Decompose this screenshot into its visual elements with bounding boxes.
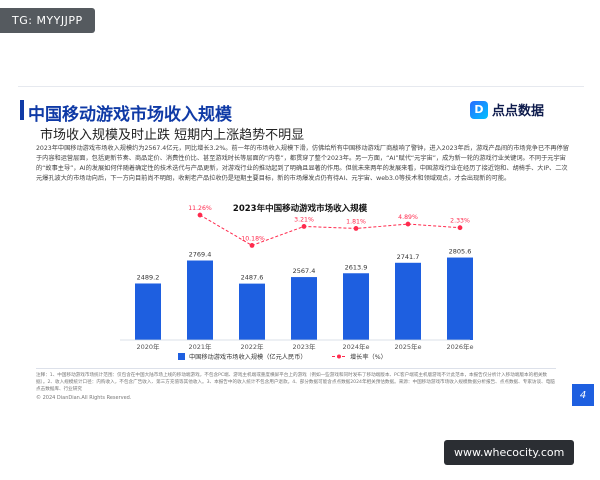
bar-value-label-2: 2487.6 bbox=[241, 274, 264, 282]
growth-label-4: 1.81% bbox=[346, 218, 366, 225]
bar-value-label-6: 2805.6 bbox=[449, 248, 472, 256]
legend-bar-label: 中国移动游戏市场收入规模（亿元人民币） bbox=[189, 353, 307, 361]
bar-value-label-3: 2567.4 bbox=[293, 267, 316, 275]
bar-value-label-5: 2741.7 bbox=[397, 253, 420, 261]
growth-point-3 bbox=[301, 224, 307, 229]
bar-3 bbox=[291, 277, 317, 340]
page-title: 中国移动游戏市场收入规模 bbox=[28, 105, 232, 125]
growth-label-1: 11.26% bbox=[188, 205, 212, 212]
bar-value-label-1: 2769.4 bbox=[189, 251, 212, 259]
x-tick-label-2: 2022年 bbox=[240, 342, 264, 351]
chart-title: 2023年中国移动游戏市场收入规模 bbox=[232, 204, 368, 214]
x-tick-label-3: 2023年 bbox=[292, 342, 316, 351]
growth-point-6 bbox=[457, 225, 463, 231]
footnotes: 注释：1、中国移动游戏市场统计范围：仅包含在中国大陆市场上线的移动端游戏，不包含… bbox=[36, 368, 556, 393]
x-tick-label-6: 2026年e bbox=[446, 342, 473, 351]
growth-point-2 bbox=[249, 243, 255, 248]
brand-logo: D 点点数据 bbox=[470, 100, 544, 119]
growth-point-4 bbox=[353, 226, 359, 231]
slide-background bbox=[18, 86, 584, 409]
growth-label-2: -10.18% bbox=[239, 235, 265, 242]
x-tick-label-1: 2021年 bbox=[188, 342, 212, 351]
x-tick-label-4: 2024年e bbox=[342, 342, 369, 351]
bar-5 bbox=[395, 262, 421, 340]
intro-paragraph: 2023年中国移动游戏市场收入规模约为2567.4亿元，同比增长3.2%。前一年… bbox=[36, 145, 569, 182]
bar-4 bbox=[343, 273, 369, 340]
bar-value-label-4: 2613.9 bbox=[345, 263, 368, 271]
page-number: 4 bbox=[572, 384, 594, 406]
legend-growth-label: 增长率（%） bbox=[350, 353, 387, 361]
bar-value-label-0: 2489.2 bbox=[137, 273, 160, 281]
bar-0 bbox=[135, 283, 161, 340]
watermark-site: www.whecocity.com bbox=[444, 440, 575, 465]
growth-rate-line bbox=[199, 214, 461, 246]
copyright: © 2024 DianDian.All Rights Reserved. bbox=[36, 395, 132, 401]
bar-2 bbox=[239, 283, 265, 340]
page-subtitle: 市场收入规模及时止跌 短期内上涨趋势不明显 bbox=[40, 128, 305, 143]
bar-1 bbox=[187, 260, 213, 340]
bar-6 bbox=[447, 257, 473, 340]
growth-point-5 bbox=[405, 221, 411, 227]
brand-name: 点点数据 bbox=[492, 104, 545, 119]
growth-label-6: 2.33% bbox=[450, 218, 470, 225]
brand-mark-icon: D bbox=[470, 100, 488, 119]
legend-bar-swatch bbox=[178, 353, 185, 360]
channel-tag: TG: MYYJJPP bbox=[0, 8, 95, 33]
growth-label-5: 4.89% bbox=[398, 214, 418, 221]
growth-label-3: 3.21% bbox=[294, 216, 314, 223]
title-accent-bar bbox=[20, 100, 24, 120]
x-tick-label-5: 2025年e bbox=[394, 342, 421, 351]
x-tick-label-0: 2020年 bbox=[136, 342, 160, 351]
legend-growth-dot bbox=[337, 354, 341, 359]
growth-point-1 bbox=[197, 212, 203, 218]
